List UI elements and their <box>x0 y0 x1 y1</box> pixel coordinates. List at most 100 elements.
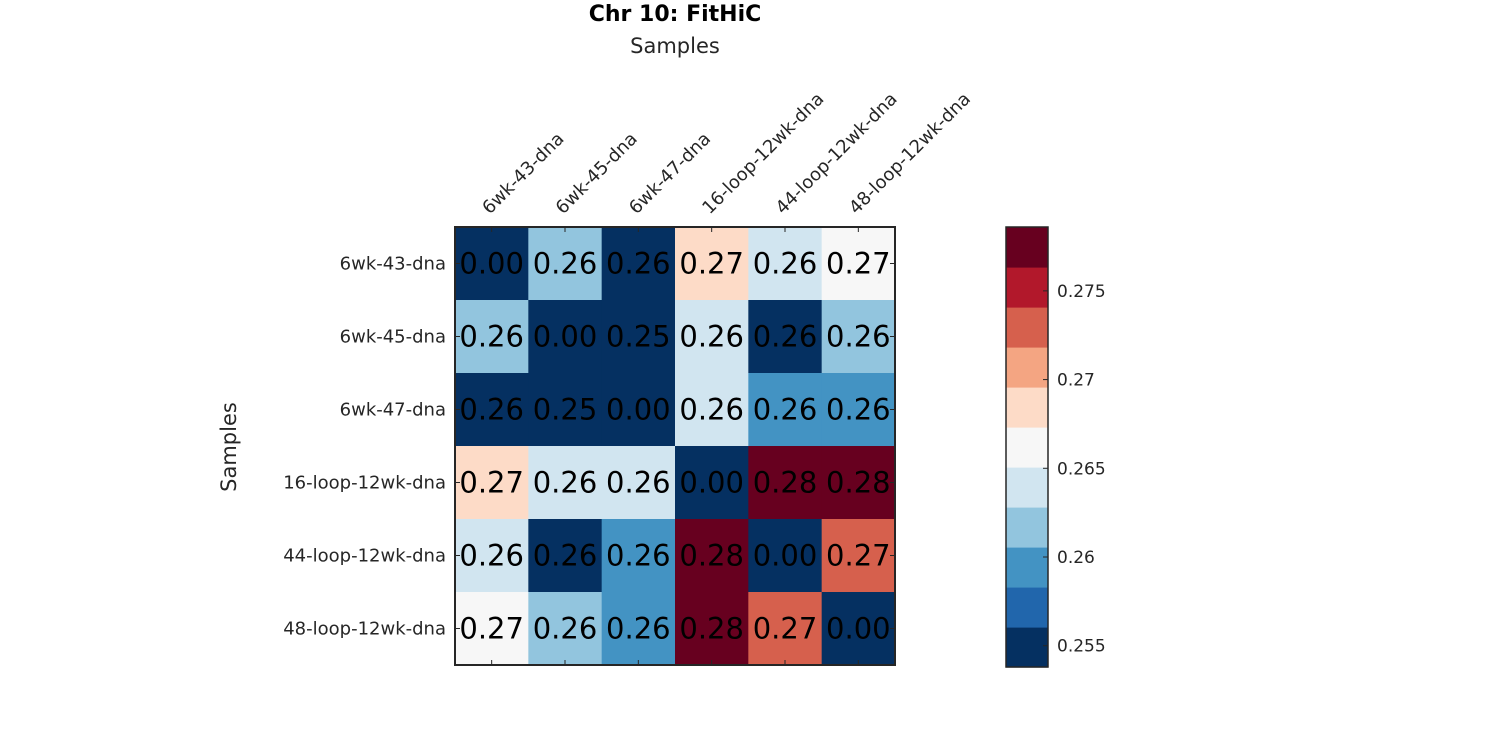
heatmap-frame <box>454 226 896 666</box>
y-tick-label: 6wk-47-dna <box>340 400 446 421</box>
cell-value-label: 0.27 <box>753 612 818 646</box>
cell-value-label: 0.28 <box>679 612 744 646</box>
colorbar-tick-label: 0.26 <box>1057 548 1095 568</box>
heatmap-cell <box>455 373 529 447</box>
colorbar-segment <box>1006 427 1048 468</box>
y-tick-label: 6wk-45-dna <box>340 327 446 348</box>
heatmap-cell <box>821 373 896 447</box>
cell-value-label: 0.26 <box>606 612 671 646</box>
heatmap-cell <box>675 592 749 666</box>
heatmap-cell <box>455 519 529 593</box>
cell-value-label: 0.00 <box>606 393 671 427</box>
heatmap-cell <box>528 300 603 374</box>
cell-value-label: 0.26 <box>679 393 744 427</box>
heatmap-cell <box>675 446 749 520</box>
y-tick-label: 48-loop-12wk-dna <box>283 619 446 640</box>
chart-title: Chr 10: FitHiC <box>589 2 762 27</box>
heatmap-cell <box>748 592 823 666</box>
y-tick-label: 16-loop-12wk-dna <box>283 473 446 494</box>
cell-value-label: 0.26 <box>533 247 598 281</box>
x-tick-label: 16-loop-12wk-dna <box>698 89 828 219</box>
cell-value-label: 0.27 <box>459 466 524 500</box>
heatmap-cell <box>528 446 603 520</box>
cell-value-label: 0.26 <box>826 320 891 354</box>
cell-value-label: 0.00 <box>533 320 598 354</box>
heatmap-cell <box>748 446 823 520</box>
cell-value-label: 0.28 <box>679 539 744 573</box>
colorbar-tick-label: 0.255 <box>1057 637 1106 657</box>
colorbar-frame <box>1005 226 1049 668</box>
cell-value-label: 0.00 <box>826 612 891 646</box>
cell-value-label: 0.27 <box>679 247 744 281</box>
cell-value-label: 0.26 <box>533 466 598 500</box>
cell-value-label: 0.26 <box>606 247 671 281</box>
heatmap-cell <box>601 227 676 301</box>
colorbar-segment <box>1006 627 1048 668</box>
colorbar-segment <box>1006 467 1048 508</box>
heatmap-cell <box>748 519 823 593</box>
heatmap-cell <box>601 446 676 520</box>
heatmap-cell <box>821 227 896 301</box>
heatmap-cell <box>601 519 676 593</box>
colorbar-tick-label: 0.275 <box>1057 282 1106 302</box>
cell-value-label: 0.28 <box>753 466 818 500</box>
heatmap-cell <box>821 592 896 666</box>
cell-value-label: 0.25 <box>606 320 671 354</box>
heatmap-cell <box>821 446 896 520</box>
x-tick-label: 44-loop-12wk-dna <box>772 89 902 219</box>
heatmap-cell <box>455 300 529 374</box>
heatmap-cell <box>455 592 529 666</box>
cell-value-label: 0.26 <box>459 320 524 354</box>
heatmap-cell <box>821 300 896 374</box>
colorbar-segment <box>1006 307 1048 348</box>
colorbar-segment <box>1006 387 1048 428</box>
heatmap-cell <box>528 373 603 447</box>
colorbar-segment <box>1006 227 1048 268</box>
heatmap-cell <box>821 519 896 593</box>
y-tick-label: 6wk-43-dna <box>340 254 446 275</box>
heatmap-cell <box>748 373 823 447</box>
heatmap-cell <box>601 373 676 447</box>
heatmap-cell <box>748 227 823 301</box>
cell-value-label: 0.26 <box>459 393 524 427</box>
colorbar-segment <box>1006 347 1048 388</box>
cell-value-label: 0.26 <box>606 539 671 573</box>
heatmap-cell <box>675 300 749 374</box>
cell-value-label: 0.26 <box>459 539 524 573</box>
heatmap-cell <box>601 300 676 374</box>
x-tick-label: 48-loop-12wk-dna <box>845 89 975 219</box>
cell-value-label: 0.26 <box>826 393 891 427</box>
colorbar-segment <box>1006 267 1048 308</box>
cell-value-label: 0.27 <box>826 539 891 573</box>
y-axis-label: Samples <box>217 402 241 492</box>
y-tick-label: 44-loop-12wk-dna <box>283 546 446 567</box>
heatmap-cell <box>455 446 529 520</box>
cell-value-label: 0.28 <box>826 466 891 500</box>
y-axis-ticks: 6wk-43-dna 6wk-45-dna 6wk-47-dna 16-loop-12… <box>283 254 895 640</box>
cell-value-label: 0.26 <box>679 320 744 354</box>
cell-value-label: 0.26 <box>606 466 671 500</box>
cell-value-label: 0.26 <box>533 612 598 646</box>
heatmap-cell <box>528 227 603 301</box>
colorbar-tick-label: 0.27 <box>1057 371 1095 391</box>
heatmap-cell <box>675 519 749 593</box>
x-axis-label: Samples <box>630 34 720 58</box>
cell-value-label: 0.00 <box>679 466 744 500</box>
heatmap-cell <box>675 373 749 447</box>
heatmap-cell <box>528 519 603 593</box>
cell-value-label: 0.26 <box>753 247 818 281</box>
colorbar-segment <box>1006 507 1048 548</box>
heatmap-cell <box>528 592 603 666</box>
colorbar-segment <box>1006 587 1048 628</box>
heatmap-cell <box>601 592 676 666</box>
cell-value-label: 0.26 <box>753 320 818 354</box>
heatmap-cells <box>455 227 896 666</box>
cell-value-label: 0.26 <box>753 393 818 427</box>
colorbar: 0.255 0.26 0.265 0.27 0.275 <box>1005 226 1106 668</box>
colorbar-tick-label: 0.265 <box>1057 459 1106 479</box>
heatmap-cell <box>455 227 529 301</box>
cell-value-label: 0.00 <box>753 539 818 573</box>
heatmap-cell-labels: 0.00 0.26 0.26 0.27 0.26 0.270.26 0.00 0.25 0.26… <box>459 247 890 646</box>
cell-value-label: 0.27 <box>826 247 891 281</box>
